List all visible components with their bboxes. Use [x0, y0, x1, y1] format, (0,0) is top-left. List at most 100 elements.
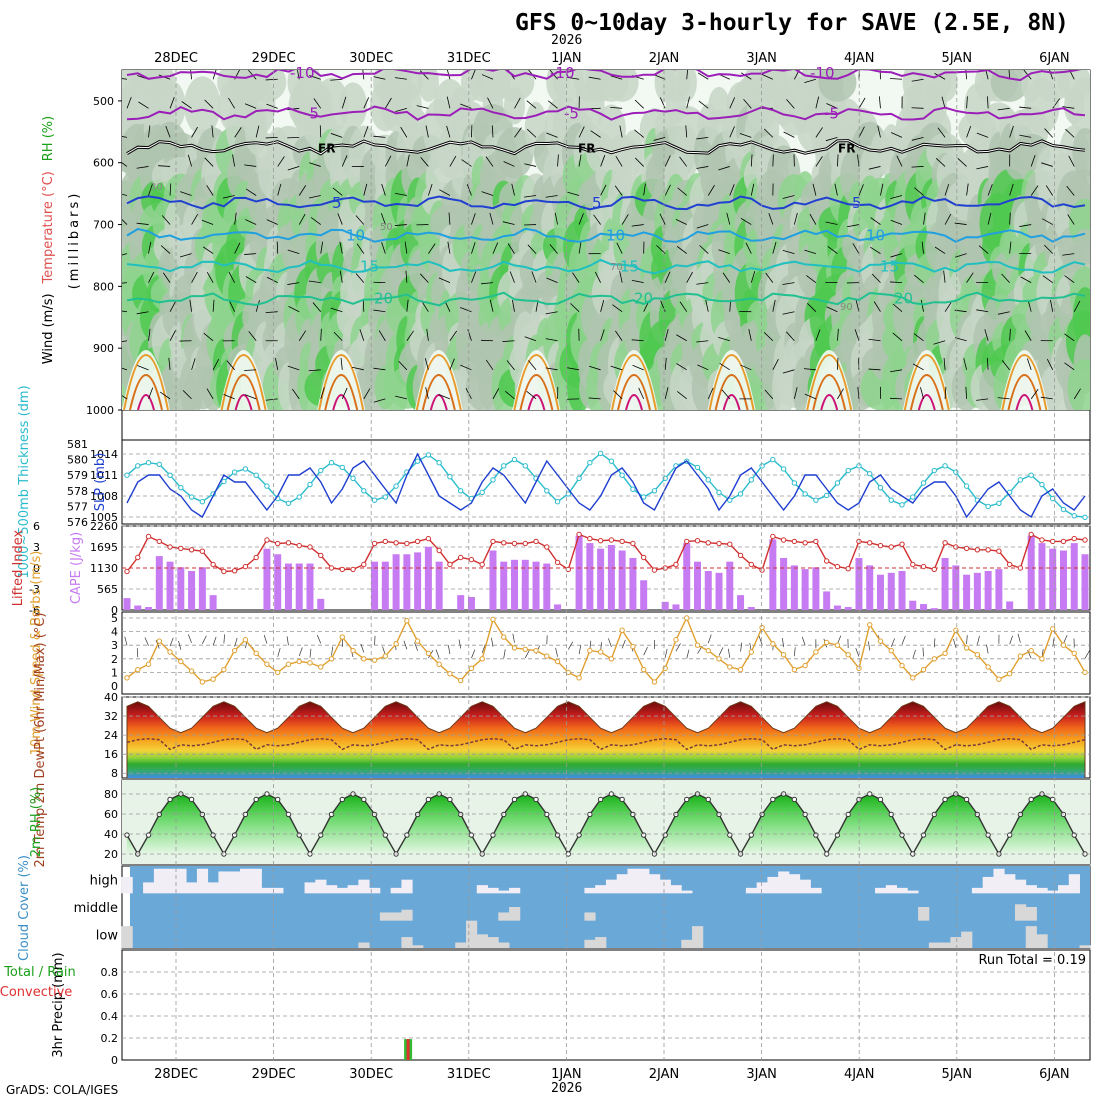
wind-barb — [298, 330, 307, 341]
wind-barb — [1068, 155, 1075, 167]
wind10m-series-point — [963, 645, 970, 651]
wind-barb — [696, 224, 709, 229]
thickness-series-point — [716, 489, 722, 496]
wind-barb — [489, 299, 494, 312]
wind-barb — [234, 242, 241, 254]
wind-barb — [1009, 212, 1011, 225]
wind-barb — [868, 338, 881, 342]
precip-legend-total: Total / Rain — [3, 965, 76, 980]
surface-contour — [812, 374, 847, 410]
wind-barb — [659, 213, 666, 225]
precip-tick: 0.4 — [101, 1010, 119, 1023]
wind-barb — [707, 185, 715, 196]
cape-bar — [640, 580, 648, 610]
surface-contour — [234, 394, 253, 410]
wind-barb — [676, 334, 687, 342]
li-series-point — [490, 538, 496, 545]
wind10m-barb — [727, 648, 731, 658]
wind10m-barb — [977, 635, 980, 645]
cape-bar — [683, 543, 691, 610]
wind-barb — [748, 328, 752, 341]
wind-barb — [567, 367, 580, 371]
wind-barb — [204, 157, 214, 167]
rh2m-series-point — [1028, 796, 1034, 803]
li-series-point — [877, 542, 884, 549]
wind10m-series-point — [318, 664, 324, 670]
thickness-series-point — [791, 480, 798, 486]
wind-barb — [1046, 358, 1054, 370]
rh-shade — [503, 87, 526, 125]
wind-barb — [406, 330, 414, 341]
wind-barb — [191, 271, 198, 283]
wind10m-barb — [718, 647, 724, 656]
li-series-point — [393, 540, 399, 546]
wind-barb — [438, 277, 451, 284]
cloud-bar-high — [971, 887, 984, 894]
cape-tick: 565 — [97, 583, 118, 596]
wind-barb — [857, 386, 860, 399]
wind10m-barb — [578, 645, 582, 655]
wind-barb — [288, 305, 300, 313]
wind-barb — [191, 214, 199, 225]
wind-barb — [634, 157, 644, 167]
wind-barb — [1027, 299, 1032, 312]
thickness-series-point — [350, 475, 356, 482]
wind10m-series-point — [350, 647, 356, 654]
wind-barb — [363, 388, 371, 400]
wind-barb — [491, 125, 494, 138]
cape-bar — [963, 574, 971, 610]
li-tick: -3 — [29, 583, 40, 596]
rh2m-series-point — [877, 796, 884, 803]
wind-barb — [718, 166, 730, 171]
wind-barb — [320, 328, 322, 341]
cloud-bar-middle — [918, 907, 930, 921]
cloud-bar-high — [336, 887, 349, 894]
wind-barb — [481, 74, 494, 80]
wind-barb — [610, 106, 623, 109]
li-series-point — [888, 544, 894, 550]
wind-barb — [610, 365, 623, 371]
wind-barb — [933, 340, 946, 345]
wind-barb — [610, 75, 623, 80]
wind-barb — [934, 73, 946, 80]
wind-barb — [631, 279, 644, 284]
wind-barb — [161, 215, 171, 225]
li-series-point — [942, 540, 948, 546]
wind-barb — [837, 328, 839, 341]
surface-contour — [519, 374, 554, 410]
rh2m-series-point — [242, 811, 249, 818]
li-series-point — [544, 544, 550, 550]
wind-barb — [148, 183, 153, 196]
temp2m-panel — [122, 696, 1090, 778]
rh-tick: 80 — [104, 788, 118, 801]
wind10m-barb — [234, 637, 238, 647]
thickness-tick: 580 — [67, 454, 88, 467]
cape-bar — [575, 535, 583, 610]
thickness-series-point — [1060, 506, 1067, 513]
wind-barb — [546, 277, 558, 284]
thickness-series-point — [511, 456, 518, 463]
cape-bar — [123, 598, 131, 610]
wind-barb — [772, 154, 774, 167]
wind-barb — [772, 359, 779, 371]
cape-bar — [543, 563, 551, 610]
rh2m-series-point — [920, 832, 927, 838]
cape-bar — [145, 607, 153, 610]
temp2m-area — [127, 701, 1085, 778]
thickness-series-point — [576, 475, 582, 482]
cloud-bar-high — [649, 874, 661, 894]
wind10m-series-point — [630, 643, 636, 650]
wind-barb — [546, 132, 558, 138]
wind-ylabel: 10m Wind Speed & Barbs (m/s) — [29, 551, 44, 756]
thickness-series-point — [188, 494, 195, 500]
wind10m-barb — [986, 644, 989, 654]
thickness-tick: 581 — [67, 438, 88, 451]
wind-barb — [148, 328, 151, 341]
rh2m-series-point — [576, 832, 582, 838]
wind-barb — [381, 183, 386, 196]
wind-barb — [158, 165, 171, 167]
li-series-point — [511, 540, 518, 547]
wind-barb — [892, 332, 903, 342]
thickness-series-point — [382, 494, 389, 500]
